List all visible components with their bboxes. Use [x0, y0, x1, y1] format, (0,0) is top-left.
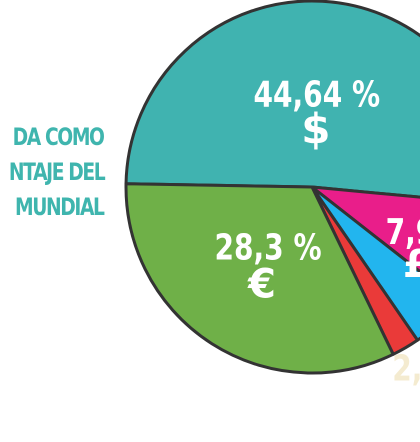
- pie-slice-1: [124, 0, 420, 199]
- pie-slice-5: [124, 182, 395, 375]
- pie-labels: 44,64 %$7,92£2,1 28,3 %€: [214, 73, 420, 389]
- slice-1-value-label: 44,64 %: [253, 73, 380, 115]
- caption-line-3: MUNDIAL: [15, 193, 105, 221]
- pie-slices: [124, 0, 420, 375]
- caption-line-1: DA COMO: [13, 123, 105, 151]
- caption-line-2: NTAJE DEL: [8, 158, 106, 186]
- slice-5-symbol-label: €: [247, 261, 276, 307]
- slice-4-value-label: 2,1: [392, 347, 420, 389]
- slice-5-value-label: 28,3 %: [214, 226, 321, 268]
- slice-1-symbol-label: $: [301, 105, 330, 154]
- slice-2-value-label: 7,92: [386, 210, 420, 252]
- slice-2-symbol-label: £: [403, 242, 420, 286]
